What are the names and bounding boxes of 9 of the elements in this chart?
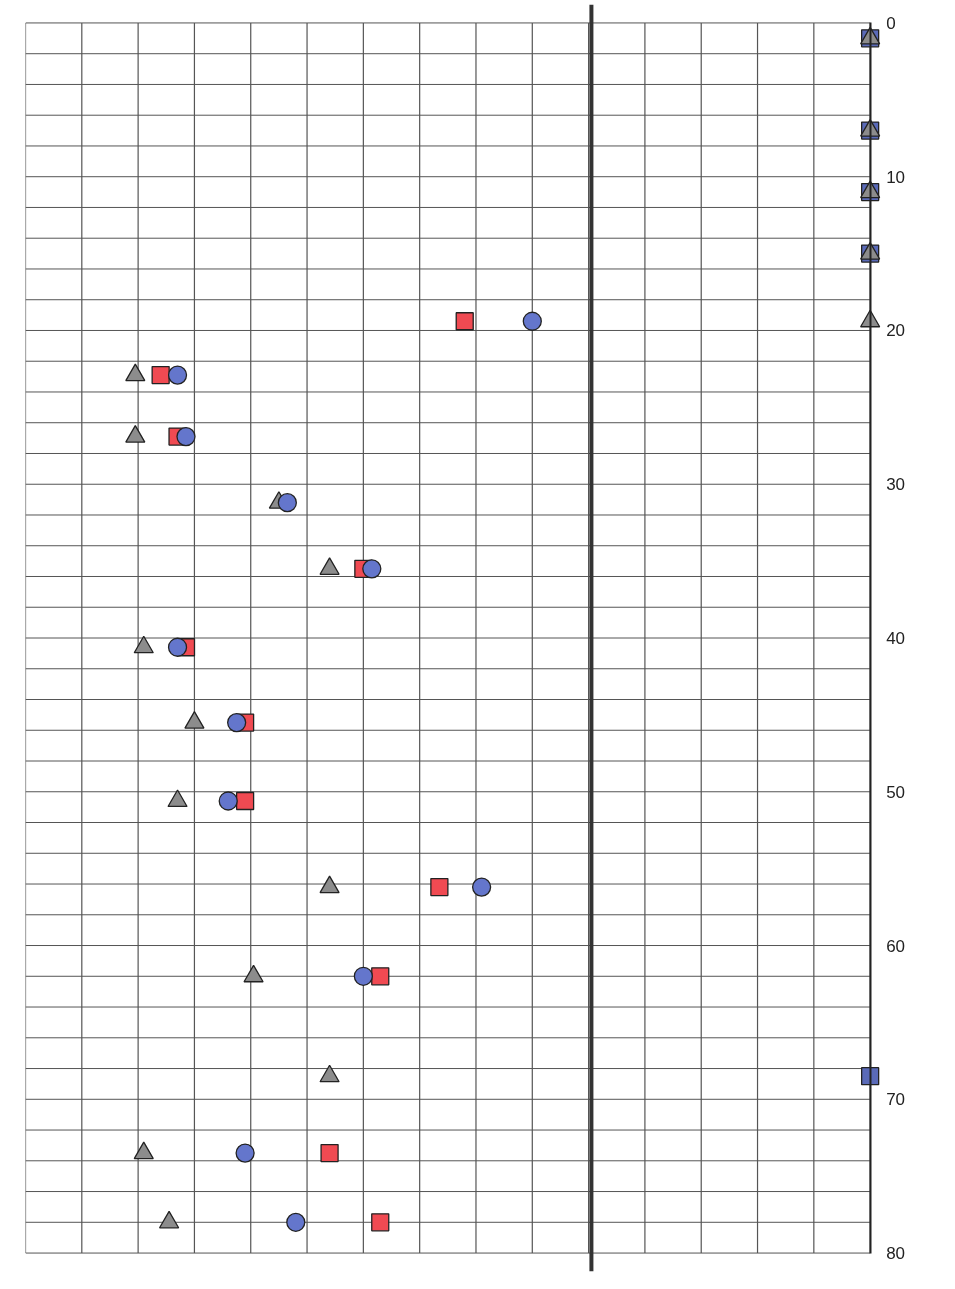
y-tick-label: 50 <box>886 782 906 802</box>
y-tick-label: 0 <box>886 13 896 33</box>
y-tick-label: 70 <box>886 1090 906 1110</box>
y-tick-label: 10 <box>886 167 906 187</box>
y-tick-label: 40 <box>886 629 906 648</box>
y-tick-label: 60 <box>886 936 906 956</box>
y-tick-label: 80 <box>886 1244 906 1264</box>
y-tick-label: 20 <box>886 321 906 341</box>
y-tick-label: 30 <box>886 475 906 495</box>
